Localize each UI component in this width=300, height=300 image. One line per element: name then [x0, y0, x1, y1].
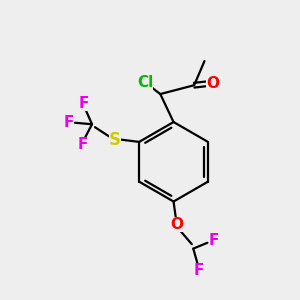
Text: F: F: [78, 137, 88, 152]
Text: S: S: [109, 130, 121, 148]
Text: Cl: Cl: [137, 75, 153, 90]
Text: O: O: [206, 76, 219, 91]
Text: F: F: [63, 115, 74, 130]
Text: F: F: [79, 95, 89, 110]
Text: O: O: [171, 217, 184, 232]
Text: F: F: [194, 263, 204, 278]
Text: F: F: [209, 233, 219, 248]
